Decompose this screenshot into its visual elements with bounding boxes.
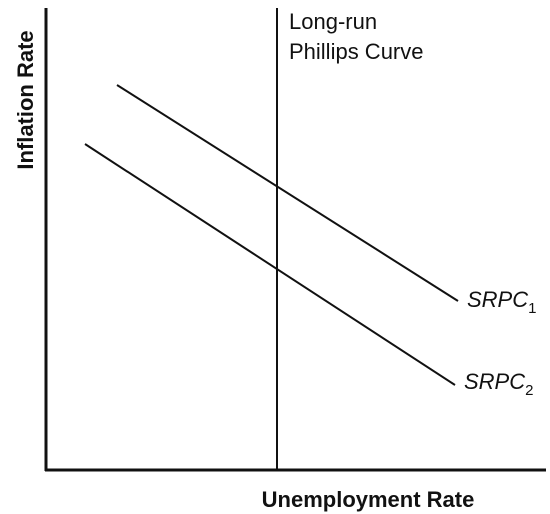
srpc-1-label: SRPC1 xyxy=(467,287,536,317)
srpc-2-subscript: 2 xyxy=(525,382,533,399)
srpc-2-text: SRPC xyxy=(464,369,525,394)
long-run-label: Long-run xyxy=(289,9,377,34)
srpc-2-label: SRPC2 xyxy=(464,369,533,399)
long-run-label: Phillips Curve xyxy=(289,39,424,64)
srpc-1-subscript: 1 xyxy=(528,300,536,317)
srpc-2-line xyxy=(84,143,456,386)
srpc-1-text: SRPC xyxy=(467,287,528,312)
y-axis-label: Inflation Rate xyxy=(13,30,38,169)
x-axis-label: Unemployment Rate xyxy=(262,487,475,512)
srpc-1-line xyxy=(116,84,459,302)
